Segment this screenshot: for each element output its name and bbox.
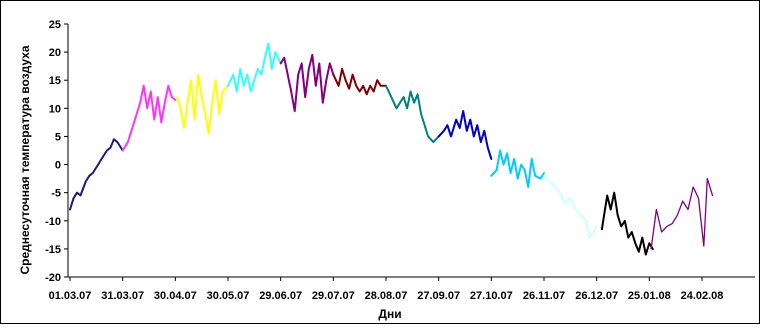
x-tick-label: 28.08.07 — [365, 290, 408, 302]
series-line-8 — [437, 110, 493, 160]
series-line-5 — [279, 53, 335, 113]
y-tick-label: 10 — [49, 103, 61, 115]
series-line-10 — [543, 174, 598, 239]
series-group — [69, 42, 714, 256]
x-tick-label: 26.11.07 — [523, 290, 565, 302]
y-tick-label: 20 — [49, 47, 61, 59]
x-tick-label: 24.02.08 — [681, 290, 724, 302]
y-tick-label: 5 — [55, 131, 61, 143]
series-line-4 — [227, 42, 282, 93]
y-tick-label: 0 — [55, 160, 61, 172]
y-tick-label: 25 — [49, 19, 61, 31]
x-tick-label: 30.04.07 — [154, 290, 197, 302]
x-tick-label: 29.07.07 — [312, 290, 355, 302]
series-line-12 — [650, 177, 714, 250]
x-axis-label: Дни — [378, 307, 401, 321]
axes: -20 -15 -10 -5 0 5 10 15 20 25 01.03.07 31.03.07 30.… — [45, 19, 755, 302]
series-line-6 — [332, 68, 387, 96]
x-tick-label: 31.03.07 — [101, 290, 144, 302]
series-line-7 — [385, 84, 440, 144]
y-tick-label: -5 — [51, 188, 61, 200]
y-tick-label: -10 — [45, 216, 61, 228]
x-tick-label: 30.05.07 — [207, 290, 250, 302]
series-line-1 — [69, 138, 124, 211]
series-line-11 — [600, 191, 654, 256]
y-tick-label: 15 — [49, 75, 61, 87]
series-line-2 — [121, 84, 177, 152]
y-axis-label: Среднесуточная температура воздуха — [18, 45, 32, 274]
y-tick-label: -15 — [45, 244, 61, 256]
x-tick-label: 27.09.07 — [417, 290, 460, 302]
series-line-3 — [176, 73, 229, 135]
x-tick-label: 29.06.07 — [259, 290, 302, 302]
x-tick-label: 27.10.07 — [470, 290, 513, 302]
series-line-9 — [490, 149, 545, 188]
y-tick-label: -20 — [45, 272, 61, 284]
x-tick-label: 01.03.07 — [49, 290, 92, 302]
x-tick-label: 25.01.08 — [628, 290, 671, 302]
x-tick-label: 26.12.07 — [575, 290, 618, 302]
